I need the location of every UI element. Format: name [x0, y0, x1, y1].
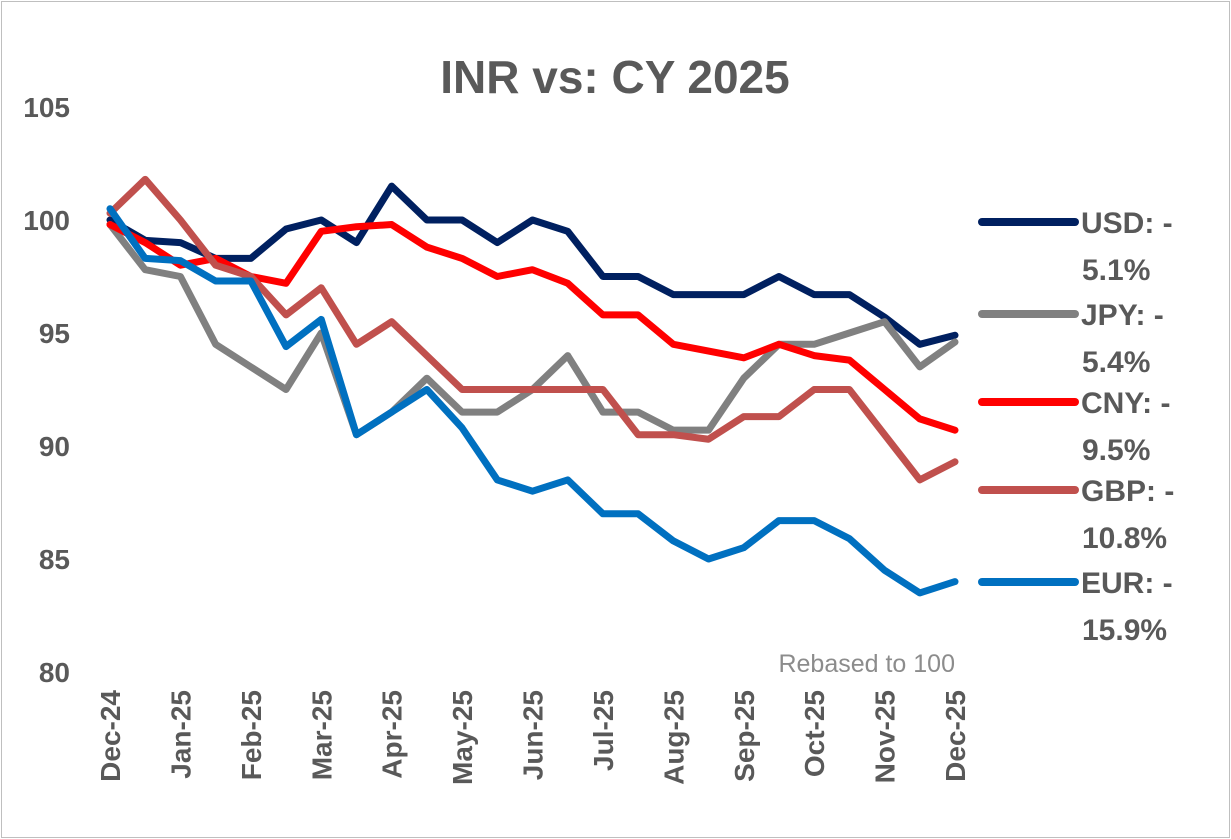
legend-label: JPY: - — [1081, 299, 1164, 332]
rebased-note: Rebased to 100 — [778, 650, 955, 678]
legend-label: CNY: - — [1081, 387, 1170, 420]
x-tick-label: Jul-25 — [588, 690, 619, 771]
chart-title: INR vs: CY 2025 — [440, 51, 789, 103]
legend-value: 10.8% — [1082, 522, 1167, 555]
x-tick-label: Dec-25 — [940, 690, 971, 782]
x-tick-label: Feb-25 — [236, 690, 267, 780]
x-tick-label: Sep-25 — [729, 690, 760, 782]
x-tick-label: Oct-25 — [799, 690, 830, 777]
y-tick-label: 100 — [23, 205, 70, 236]
y-tick-label: 90 — [39, 431, 70, 462]
y-tick-label: 105 — [23, 92, 70, 123]
legend-value: 5.1% — [1082, 254, 1150, 287]
x-tick-label: Aug-25 — [658, 690, 689, 785]
x-tick-label: Jun-25 — [518, 690, 549, 780]
legend-value: 9.5% — [1082, 434, 1150, 467]
x-tick-label: Nov-25 — [870, 690, 901, 783]
series-line-usd — [106, 182, 959, 348]
y-tick-label: 85 — [39, 544, 70, 575]
legend-label: USD: - — [1081, 207, 1173, 240]
legend-value: 15.9% — [1082, 614, 1167, 647]
x-tick-label: Jan-25 — [165, 690, 196, 779]
x-tick-label: Apr-25 — [377, 690, 408, 779]
x-tick-label: Mar-25 — [306, 690, 337, 780]
legend-label: GBP: - — [1081, 475, 1174, 508]
series-line-gbp — [106, 175, 959, 484]
legend-value: 5.4% — [1082, 346, 1150, 379]
x-tick-label: Dec-24 — [95, 690, 126, 782]
legend-label: EUR: - — [1081, 567, 1173, 600]
x-tick-label: May-25 — [447, 690, 478, 785]
y-tick-label: 95 — [39, 318, 70, 349]
y-tick-label: 80 — [39, 657, 70, 688]
series-line-eur — [106, 205, 959, 597]
